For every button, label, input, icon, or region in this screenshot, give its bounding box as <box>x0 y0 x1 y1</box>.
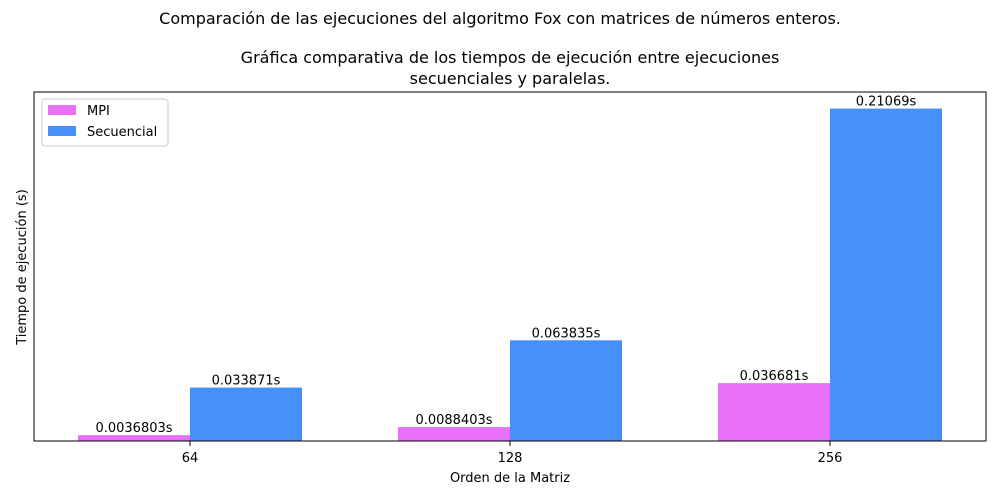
bar-secuencial-64 <box>190 387 302 441</box>
legend-label-mpi: MPI <box>87 104 110 119</box>
x-tick-label-64: 64 <box>182 451 199 466</box>
figure-suptitle: Comparación de las ejecuciones del algor… <box>159 9 841 28</box>
x-axis-label: Orden de la Matriz <box>450 471 570 486</box>
bar-mpi-128 <box>398 427 510 441</box>
x-ticks-group: 64 128 256 <box>182 441 843 466</box>
bar-mpi-256 <box>718 383 830 441</box>
bar-mpi-64 <box>78 435 190 441</box>
x-tick-label-256: 256 <box>818 451 843 466</box>
bar-secuencial-128 <box>510 340 622 441</box>
legend-swatch-secuencial <box>48 126 76 136</box>
x-tick-label-128: 128 <box>498 451 523 466</box>
bar-label-mpi-128: 0.0088403s <box>415 413 492 428</box>
legend-label-secuencial: Secuencial <box>87 125 157 140</box>
bar-label-mpi-64: 0.0036803s <box>95 421 172 436</box>
y-axis-label: Tiempo de ejecución (s) <box>15 189 30 346</box>
chart-title-line2: secuenciales y paralelas. <box>410 69 611 88</box>
legend: MPI Secuencial <box>41 98 169 147</box>
bars-group <box>78 108 942 442</box>
bar-labels-group: 0.0036803s 0.0088403s 0.036681s 0.033871s 0.… <box>95 95 916 437</box>
bar-label-mpi-256: 0.036681s <box>740 369 809 384</box>
bar-label-secuencial-256: 0.21069s <box>856 95 917 110</box>
bar-label-secuencial-64: 0.033871s <box>212 374 281 389</box>
bar-secuencial-256 <box>830 108 942 442</box>
bar-label-secuencial-128: 0.063835s <box>532 326 601 341</box>
chart-title-line1: Gráfica comparativa de los tiempos de ej… <box>241 48 780 67</box>
legend-swatch-mpi <box>48 105 76 115</box>
